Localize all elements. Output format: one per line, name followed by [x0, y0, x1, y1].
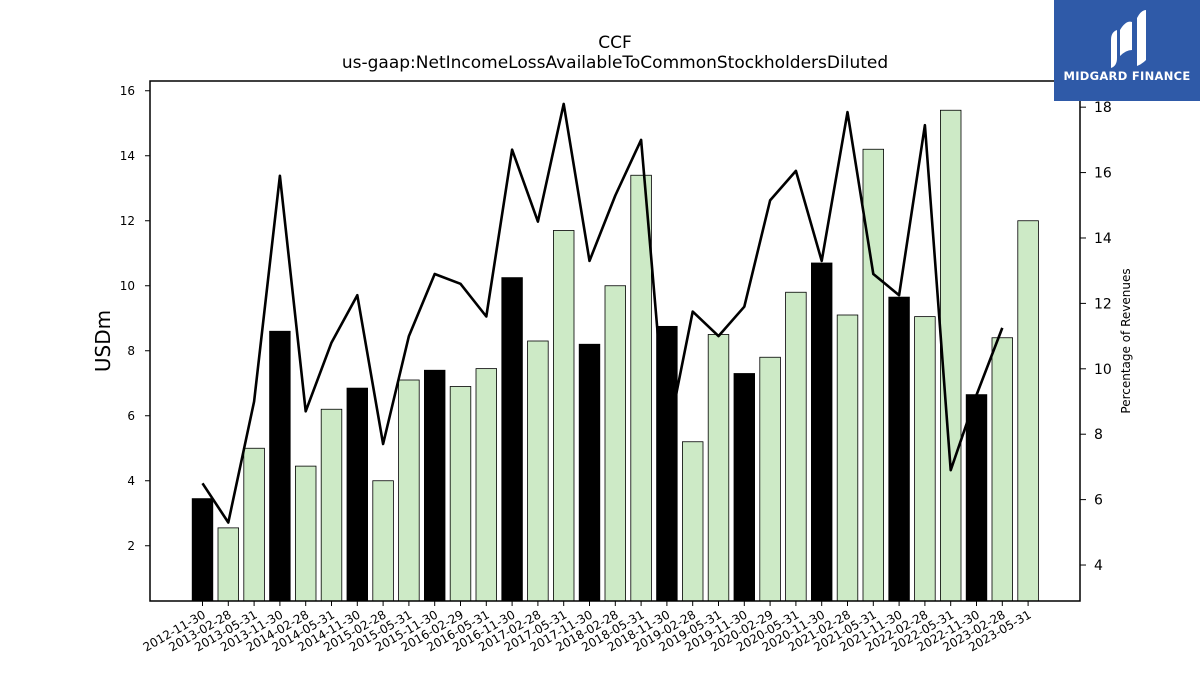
bar-2013-11-30	[269, 330, 291, 602]
chart-subtitle: us-gaap:NetIncomeLossAvailableToCommonSt…	[342, 53, 888, 73]
bar-2017-02-28	[527, 340, 549, 602]
bar-2013-05-31	[243, 447, 265, 602]
bar-2019-05-31	[707, 334, 730, 602]
line-path	[201, 102, 1004, 524]
bar-2015-11-30	[423, 369, 446, 602]
bar-2017-05-31	[553, 230, 575, 602]
y-tick-label: 16	[120, 84, 135, 98]
y2-tick-label: 6	[1094, 493, 1103, 509]
bar-2019-02-28	[682, 441, 704, 602]
x-axis: 2012-11-302013-02-282013-05-312013-11-30…	[141, 601, 1034, 654]
y2-tick-label: 14	[1094, 231, 1112, 247]
chart-title: CCF	[598, 33, 632, 53]
bar-2014-02-28	[294, 465, 317, 602]
y-tick-label: 4	[127, 474, 135, 488]
bar-2021-05-31	[862, 148, 885, 602]
bar-2023-02-28	[991, 337, 1014, 602]
bar-2016-02-29	[449, 386, 472, 602]
bar-2023-05-31	[1017, 220, 1039, 602]
bar-2018-02-28	[604, 285, 627, 602]
right-axis: 4 6 8 10 12 14 16 18	[1080, 100, 1112, 574]
bar-2020-05-31	[785, 291, 807, 602]
y2-tick-label: 12	[1094, 296, 1112, 312]
bar-2019-11-30	[733, 373, 756, 602]
y2-tick-label: 8	[1094, 427, 1103, 443]
y2-tick-label: 16	[1094, 166, 1112, 182]
bar-2014-05-31	[320, 408, 343, 602]
bar-2015-02-28	[372, 480, 394, 602]
y-tick-label: 10	[120, 279, 135, 293]
bar-2021-11-30	[888, 296, 910, 602]
bar-2012-11-30	[191, 498, 214, 602]
y-tick-label: 2	[127, 539, 135, 553]
y2-tick-label: 18	[1094, 100, 1112, 116]
y-tick-label: 12	[120, 214, 135, 228]
bar-2020-02-29	[759, 356, 781, 602]
bar-2015-05-31	[398, 379, 420, 602]
y2-tick-label: 4	[1094, 558, 1103, 574]
bar-2016-05-31	[475, 368, 498, 602]
logo-text: MIDGARD FINANCE	[1063, 69, 1191, 83]
y-tick-label: 8	[127, 344, 135, 358]
brand-logo: MIDGARD FINANCE	[1054, 0, 1200, 101]
bar-2022-05-31	[940, 109, 962, 602]
bar-2016-11-30	[501, 277, 523, 602]
bar-2017-11-30	[578, 343, 601, 602]
logo-mark-icon	[1111, 10, 1146, 68]
bar-2013-02-28	[217, 527, 240, 602]
y-tick-label: 14	[120, 149, 135, 163]
bar-series	[191, 109, 1039, 602]
y-axis-label: USDm	[91, 310, 115, 372]
y2-axis-label: Percentage of Revenues	[1119, 268, 1133, 413]
bar-2021-02-28	[836, 314, 859, 602]
left-axis: 2 4 6 8 10 12 14 16	[120, 84, 150, 553]
bar-2020-11-30	[811, 262, 833, 602]
bar-2014-11-30	[346, 387, 369, 602]
y2-tick-label: 10	[1094, 362, 1112, 378]
line-series	[201, 102, 1004, 524]
bar-2022-02-28	[914, 316, 936, 602]
y-tick-label: 6	[127, 409, 135, 423]
bar-2022-11-30	[965, 394, 988, 602]
